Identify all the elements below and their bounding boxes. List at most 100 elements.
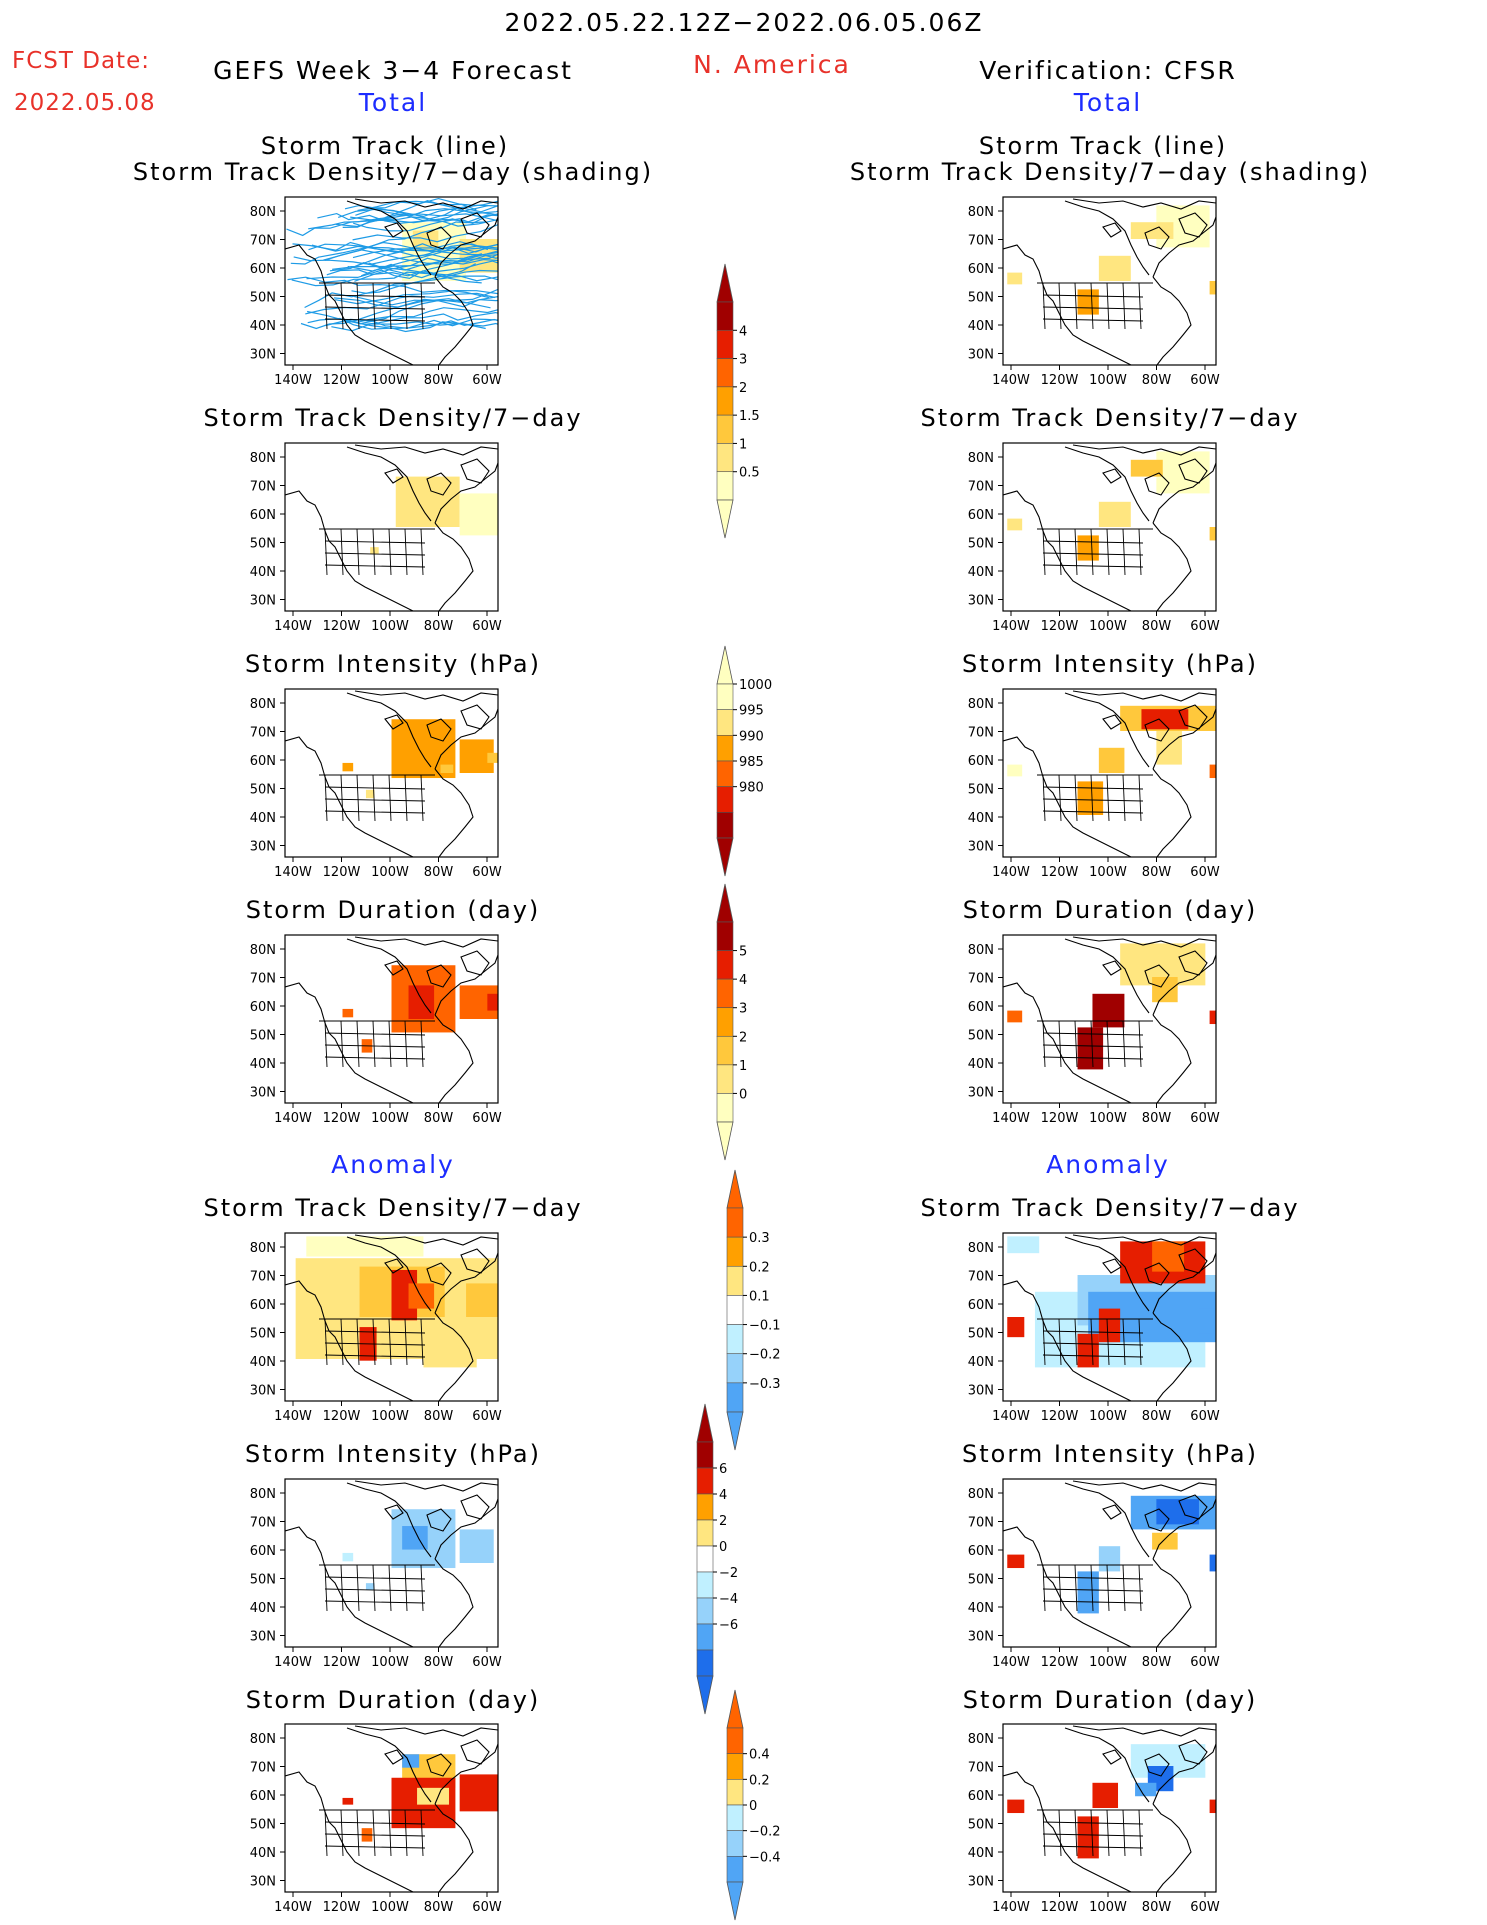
storm-track-line xyxy=(352,243,498,259)
map-frame xyxy=(1002,442,1217,612)
state-line xyxy=(340,1564,344,1612)
colorbar-segment xyxy=(726,1265,744,1296)
lat-tick-label: 80N xyxy=(968,1732,994,1747)
coastline xyxy=(1102,468,1122,484)
shaded-cell xyxy=(1141,709,1189,730)
colorbar-segment xyxy=(716,443,734,473)
lat-tick-label: 40N xyxy=(968,319,994,334)
lon-tick-label: 100W xyxy=(1089,619,1127,634)
state-line xyxy=(324,1318,328,1366)
coastline xyxy=(426,472,452,496)
shaded-cell xyxy=(1209,1010,1216,1025)
lat-tick-label: 40N xyxy=(968,811,994,826)
shaded-cell xyxy=(1077,1816,1099,1859)
lat-tick-label: 70N xyxy=(968,972,994,987)
state-line xyxy=(324,774,328,822)
lon-tick-label: 140W xyxy=(992,373,1030,388)
coastline xyxy=(346,692,432,768)
map-forecast-3: 80N 70N 60N 50N 40N 30N 140W 120W 100W 80W 60W xyxy=(250,934,502,1126)
lon-tick-label: 120W xyxy=(323,1655,361,1670)
state-line xyxy=(324,1576,426,1580)
lat-tick-label: 40N xyxy=(968,1057,994,1072)
coastline xyxy=(460,1248,490,1274)
map-forecast-4: 80N 70N 60N 50N 40N 30N 140W 120W 100W 80W 60W xyxy=(250,1232,502,1424)
state-line xyxy=(1074,774,1078,822)
lon-tick-label: 60W xyxy=(472,865,502,880)
lat-tick-label: 80N xyxy=(250,451,276,466)
state-line xyxy=(1042,294,1144,298)
lat-tick-label: 40N xyxy=(250,565,276,580)
coastline xyxy=(1144,1753,1170,1777)
lat-tick-label: 30N xyxy=(968,1086,994,1101)
colorbar-tick-label: 0.1 xyxy=(749,1289,770,1304)
lat-tick-label: 40N xyxy=(968,1355,994,1370)
lon-tick-label: 120W xyxy=(1041,1111,1079,1126)
coastline xyxy=(434,522,474,611)
colorbar-tick-label: 0 xyxy=(749,1799,757,1814)
map-frame xyxy=(284,196,499,366)
colorbar-bottom-cap xyxy=(696,1675,714,1715)
shaded-cell xyxy=(306,1236,424,1257)
state-line xyxy=(324,810,426,814)
colorbar-segment xyxy=(716,1007,734,1037)
state-line xyxy=(372,528,376,576)
shaded-cell xyxy=(1007,1554,1025,1569)
state-line xyxy=(1090,282,1094,330)
lon-tick-label: 120W xyxy=(323,865,361,880)
storm-track-line xyxy=(353,288,498,306)
colorbar-tick-label: 985 xyxy=(739,755,764,770)
state-boundaries xyxy=(319,282,435,330)
lat-tick-label: 80N xyxy=(968,1241,994,1256)
lon-tick-label: 80W xyxy=(1142,1111,1172,1126)
map-verification-6: 80N 70N 60N 50N 40N 30N 140W 120W 100W 80W 60W xyxy=(968,1723,1220,1915)
anomaly-label-left: Anomaly xyxy=(331,1150,455,1179)
coastline xyxy=(434,708,498,770)
lat-tick-label: 30N xyxy=(250,840,276,855)
shaded-cell xyxy=(1098,255,1131,281)
lat-tick-label: 60N xyxy=(250,754,276,769)
state-line xyxy=(1122,1564,1126,1612)
lon-tick-label: 60W xyxy=(472,1111,502,1126)
lon-tick-label: 140W xyxy=(274,619,312,634)
shaded-cell xyxy=(487,752,498,763)
state-line xyxy=(324,294,426,298)
state-line xyxy=(324,1809,328,1857)
state-line xyxy=(1090,1318,1094,1366)
title-fcst-track-shading: Storm Track Density/7−day (shading) xyxy=(132,158,654,186)
colorbar-tick-label: 995 xyxy=(739,704,764,719)
lat-tick-label: 30N xyxy=(250,1086,276,1101)
lat-tick-label: 50N xyxy=(250,783,276,798)
shaded-cell xyxy=(417,1787,450,1805)
shaded-cell xyxy=(1092,1782,1119,1808)
storm-track-line xyxy=(291,271,482,287)
colorbar-tick-label: 980 xyxy=(739,781,764,796)
state-line xyxy=(324,1044,426,1048)
title-obs-duration: Storm Duration (day) xyxy=(962,896,1258,924)
coastline xyxy=(1152,522,1192,611)
coastline xyxy=(1152,1252,1216,1314)
lon-tick-label: 80W xyxy=(1142,865,1172,880)
state-line xyxy=(388,282,392,330)
state-line xyxy=(1074,528,1078,576)
state-line xyxy=(1122,774,1126,822)
lat-tick-label: 30N xyxy=(968,594,994,609)
colorbar-tick-label: 5 xyxy=(739,945,747,960)
lat-tick-label: 80N xyxy=(250,1732,276,1747)
lon-tick-label: 60W xyxy=(472,373,502,388)
state-line xyxy=(1106,1318,1110,1366)
map-area xyxy=(1003,689,1216,857)
colorbar-segment xyxy=(726,1779,744,1806)
lat-tick-label: 60N xyxy=(250,262,276,277)
map-forecast-2: 80N 70N 60N 50N 40N 30N 140W 120W 100W 80W 60W xyxy=(250,688,502,880)
lat-tick-label: 60N xyxy=(250,1000,276,1015)
shaded-cell xyxy=(1077,781,1104,815)
coastline xyxy=(1072,1234,1216,1246)
coastline xyxy=(460,704,490,730)
state-line xyxy=(388,1564,392,1612)
state-line xyxy=(1058,1809,1062,1857)
shaded-cell xyxy=(466,1283,498,1317)
lat-tick-label: 30N xyxy=(968,840,994,855)
coastline xyxy=(1102,1258,1122,1274)
lat-tick-label: 60N xyxy=(968,1000,994,1015)
state-line xyxy=(324,1588,426,1592)
